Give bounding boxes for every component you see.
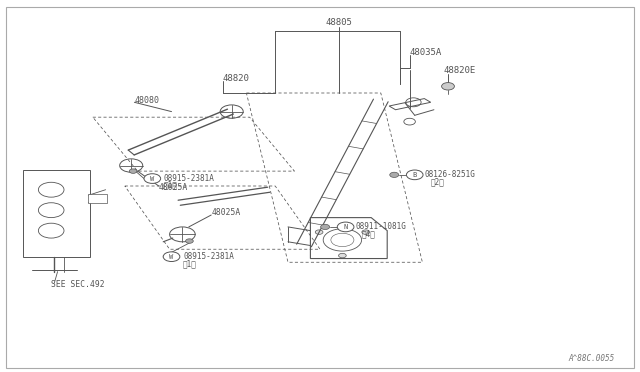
Text: SEE SEC.492: SEE SEC.492 [51, 280, 105, 289]
Text: 48025A: 48025A [211, 208, 241, 217]
Circle shape [337, 222, 354, 232]
Text: 48025A: 48025A [159, 183, 188, 192]
Text: （2）: （2） [431, 177, 445, 186]
Circle shape [442, 83, 454, 90]
Text: （1）: （1） [183, 259, 197, 268]
Circle shape [316, 230, 323, 234]
Text: W: W [150, 176, 154, 182]
Text: B: B [413, 172, 417, 178]
Circle shape [321, 224, 330, 230]
Text: 48820: 48820 [223, 74, 250, 83]
Circle shape [390, 172, 399, 177]
Text: 08915-2381A: 08915-2381A [183, 252, 234, 261]
Text: （4）: （4） [362, 229, 376, 238]
Circle shape [129, 169, 137, 173]
Text: 08126-8251G: 08126-8251G [424, 170, 475, 179]
FancyBboxPatch shape [6, 7, 634, 368]
Circle shape [163, 252, 180, 262]
Text: 48805: 48805 [326, 18, 353, 27]
Text: A^88C.0055: A^88C.0055 [568, 354, 614, 363]
Text: 48820E: 48820E [444, 66, 476, 75]
Text: 48080: 48080 [134, 96, 159, 105]
Text: W: W [170, 254, 173, 260]
Circle shape [186, 239, 193, 243]
Text: 08915-2381A: 08915-2381A [164, 174, 214, 183]
Circle shape [406, 170, 423, 180]
Circle shape [339, 253, 346, 258]
Text: 48035A: 48035A [410, 48, 442, 57]
FancyBboxPatch shape [23, 170, 90, 257]
Circle shape [362, 230, 369, 234]
Text: N: N [344, 224, 348, 230]
Text: 08911-1081G: 08911-1081G [355, 222, 406, 231]
Circle shape [144, 174, 161, 183]
FancyBboxPatch shape [88, 194, 107, 203]
Text: （1）: （1） [164, 181, 178, 190]
